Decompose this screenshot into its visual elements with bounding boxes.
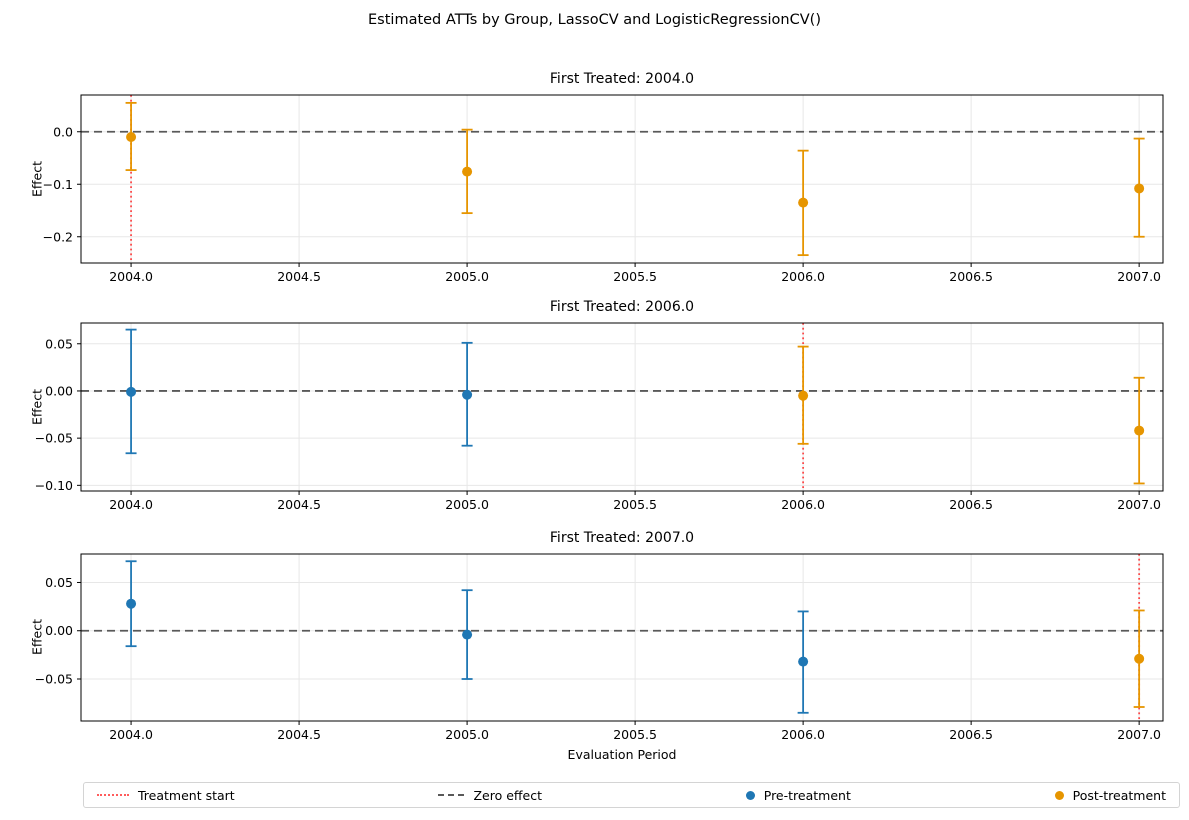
axes-spine (80, 94, 1164, 264)
x-tick-label: 2004.0 (109, 497, 153, 512)
x-axis-label: Evaluation Period (567, 747, 677, 762)
subplot-title-2004: First Treated: 2004.0 (549, 71, 695, 87)
point-marker (1134, 425, 1145, 436)
y-tick-label: 0.00 (45, 623, 73, 638)
x-tick-label: 2005.5 (613, 497, 657, 512)
point-marker (462, 629, 473, 640)
x-tick-label: 2005.5 (613, 269, 657, 284)
x-tick-label: 2004.5 (277, 497, 321, 512)
legend-item-zero-effect: Zero effect (438, 788, 542, 803)
point-marker (798, 197, 809, 208)
x-tick-label: 2007.0 (1117, 727, 1161, 742)
x-tick-label: 2005.0 (445, 727, 489, 742)
legend-item-post-treatment: Post-treatment (1054, 787, 1166, 803)
x-tick-label: 2004.5 (277, 269, 321, 284)
legend: Treatment start Zero effect Pre-treatmen… (83, 782, 1180, 808)
legend-label: Treatment start (138, 787, 235, 803)
point-marker (126, 132, 137, 142)
dashed-line-icon (438, 794, 465, 796)
plot-canvas: 2004.0 2004.5 2005.0 2005.5 2006.0 2006.5 2007… (35, 94, 1164, 742)
x-tick-label: 2006.5 (949, 727, 993, 742)
x-tick-label: 2007.0 (1117, 269, 1161, 284)
legend-label: Pre-treatment (763, 787, 851, 803)
x-tick-label: 2006.5 (949, 269, 993, 284)
x-tick-label: 2007.0 (1117, 497, 1161, 512)
point-marker (126, 386, 137, 397)
y-tick-label: −0.1 (43, 177, 73, 192)
x-tick-label: 2006.0 (781, 497, 825, 512)
figure-title: Estimated ATTs by Group, LassoCV and Log… (368, 12, 821, 28)
marker-dot-icon (1054, 790, 1064, 800)
point-marker (798, 656, 809, 667)
legend-label: Zero effect (473, 787, 542, 803)
x-tick-label: 2005.0 (445, 497, 489, 512)
point-marker (126, 598, 137, 609)
x-tick-label: 2006.5 (949, 497, 993, 512)
axes-spine (80, 322, 1164, 492)
y-tick-label: 0.05 (45, 336, 73, 351)
y-tick-label: −0.2 (43, 229, 73, 244)
point-marker (462, 389, 473, 400)
y-tick-label: 0.00 (45, 383, 73, 398)
subplot-title-2006: First Treated: 2006.0 (549, 299, 695, 315)
point-marker (1134, 653, 1145, 664)
legend-item-pre-treatment: Pre-treatment (745, 787, 851, 803)
point-marker (462, 166, 473, 177)
y-tick-label: 0.05 (45, 575, 73, 590)
axes-spine (80, 553, 1164, 722)
y-tick-label: −0.05 (35, 431, 73, 446)
x-tick-label: 2004.0 (109, 269, 153, 284)
x-tick-label: 2005.5 (613, 727, 657, 742)
legend-label: Post-treatment (1072, 787, 1166, 803)
y-tick-label: −0.10 (35, 478, 73, 493)
marker-dot-icon (745, 790, 755, 800)
x-tick-label: 2005.0 (445, 269, 489, 284)
dotted-line-icon (97, 794, 129, 796)
subplot-title-2007: First Treated: 2007.0 (549, 530, 695, 546)
legend-item-treatment-start: Treatment start (97, 788, 235, 803)
x-tick-label: 2004.5 (277, 727, 321, 742)
point-marker (1134, 183, 1145, 194)
y-tick-label: 0.0 (53, 124, 73, 139)
x-tick-label: 2006.0 (781, 269, 825, 284)
x-tick-label: 2006.0 (781, 727, 825, 742)
y-tick-label: −0.05 (35, 672, 73, 687)
point-marker (798, 390, 809, 401)
x-tick-label: 2004.0 (109, 727, 153, 742)
